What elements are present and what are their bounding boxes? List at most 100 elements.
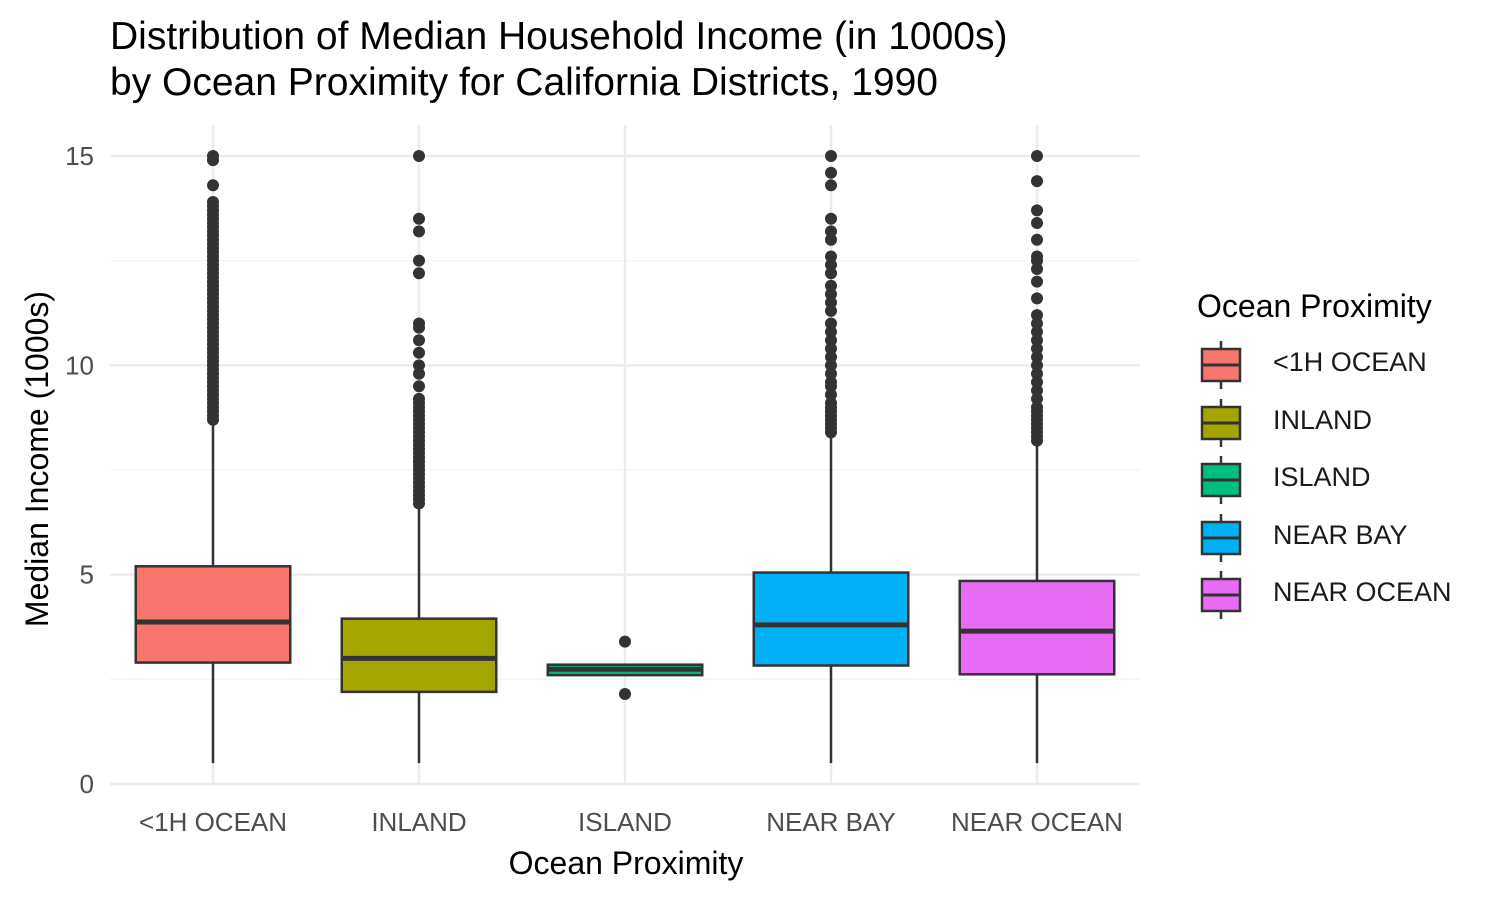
outlier-point — [1031, 309, 1043, 322]
box-near-ocean — [958, 150, 1116, 764]
outlier-point — [1031, 325, 1043, 338]
legend-item: ISLAND — [1197, 456, 1432, 514]
x-tick-label: NEAR OCEAN — [951, 807, 1123, 837]
y-tick-label: 15 — [65, 141, 94, 171]
legend-key — [1200, 513, 1242, 562]
outlier-point — [825, 367, 837, 380]
outlier-point — [825, 325, 837, 338]
legend-key — [1200, 341, 1242, 389]
outlier-point — [825, 166, 837, 179]
outlier-point — [825, 304, 837, 317]
outlier-point — [825, 267, 837, 280]
outlier-point — [825, 258, 837, 271]
chart-title-line-2: by Ocean Proximity for California Distri… — [110, 61, 938, 104]
outlier-point — [413, 254, 425, 267]
outlier-point — [619, 635, 631, 648]
outlier-point — [1031, 334, 1043, 347]
outlier-point — [825, 397, 837, 410]
outlier-point — [413, 346, 425, 359]
outlier-point — [825, 359, 837, 372]
outlier-point — [1031, 204, 1043, 217]
outlier-point — [825, 317, 837, 330]
outlier-point — [413, 359, 425, 372]
box-island — [546, 635, 704, 700]
outlier-point — [413, 392, 425, 405]
outlier-point — [207, 179, 219, 192]
outlier-point — [413, 334, 425, 347]
legend-key — [1200, 571, 1242, 619]
outlier-point — [1031, 350, 1043, 363]
outlier-point — [619, 687, 631, 700]
x-tick-label: NEAR BAY — [766, 807, 896, 837]
outlier-point — [1031, 317, 1043, 330]
outlier-point — [413, 267, 425, 280]
legend-label: <1H OCEAN — [1273, 347, 1427, 377]
y-tick-label: 0 — [80, 769, 94, 799]
legend-label: INLAND — [1273, 404, 1373, 435]
y-tick-label: 5 — [80, 560, 94, 590]
outlier-point — [1031, 275, 1043, 288]
outlier-point — [825, 179, 837, 192]
outlier-point — [1031, 175, 1043, 188]
x-tick-label: <1H OCEAN — [139, 807, 287, 837]
outlier-point — [825, 250, 837, 263]
legend-item: <1H OCEAN — [1197, 341, 1432, 399]
outlier-point — [825, 279, 837, 292]
x-axis-label: Ocean Proximity — [509, 845, 744, 881]
y-axis-label: Median Income (1000s) — [19, 291, 55, 627]
outlier-point — [825, 376, 837, 389]
legend-label: NEAR BAY — [1273, 519, 1408, 550]
iqr-box — [958, 579, 1116, 676]
legend: Ocean Proximity <1H OCEAN INLAND ISLAND NEA… — [1197, 288, 1452, 629]
x-axis-ticks: <1H OCEAN INLAND ISLAND NEAR BAY NEAR OCEAN — [139, 807, 1123, 837]
outlier-point — [1031, 367, 1043, 380]
outlier-point — [413, 317, 425, 330]
outlier-point — [413, 212, 425, 225]
legend-key — [1200, 456, 1242, 504]
legend-item: NEAR OCEAN — [1197, 571, 1452, 629]
outlier-point — [825, 350, 837, 363]
box-1h-ocean — [134, 150, 292, 764]
outlier-point — [825, 388, 837, 401]
box-inland — [340, 150, 498, 764]
chart-title-line-1: Distribution of Median Household Income … — [110, 15, 1008, 58]
outlier-point — [825, 150, 837, 162]
legend-item: NEAR BAY — [1197, 513, 1432, 572]
outlier-point — [1031, 392, 1043, 405]
legend-title: Ocean Proximity — [1197, 288, 1432, 324]
outlier-point — [1031, 401, 1043, 414]
legend-items: <1H OCEAN INLAND ISLAND NEAR BAY NEAR OCEAN — [1197, 341, 1452, 629]
outlier-point — [1031, 150, 1043, 162]
outlier-point — [1031, 342, 1043, 355]
outlier-point — [1031, 359, 1043, 372]
boxes — [134, 150, 1116, 764]
iqr-box — [134, 565, 292, 664]
outlier-point — [825, 296, 837, 309]
outlier-point — [825, 212, 837, 225]
outlier-point — [1031, 216, 1043, 229]
x-tick-label: ISLAND — [578, 807, 672, 837]
iqr-box — [340, 617, 498, 694]
x-tick-label: INLAND — [371, 807, 466, 837]
outlier-point — [207, 150, 219, 162]
outlier-point — [1031, 233, 1043, 246]
outlier-point — [1031, 384, 1043, 397]
outlier-point — [1031, 250, 1043, 263]
y-axis-ticks: 0 5 10 15 — [65, 141, 94, 799]
outlier-point — [825, 225, 837, 238]
outlier-point — [413, 380, 425, 393]
legend-item: INLAND — [1197, 398, 1432, 457]
outlier-point — [1031, 292, 1043, 305]
box-near-bay — [752, 150, 910, 764]
outlier-point — [413, 225, 425, 238]
iqr-box — [752, 571, 910, 667]
outlier-point — [825, 342, 837, 355]
y-tick-label: 10 — [65, 350, 94, 380]
legend-label: ISLAND — [1273, 462, 1371, 492]
outlier-point — [413, 367, 425, 380]
chart-title: Distribution of Median Household Income … — [110, 14, 1007, 106]
outlier-point — [1031, 376, 1043, 389]
grid — [110, 125, 1140, 786]
legend-key — [1200, 398, 1242, 447]
